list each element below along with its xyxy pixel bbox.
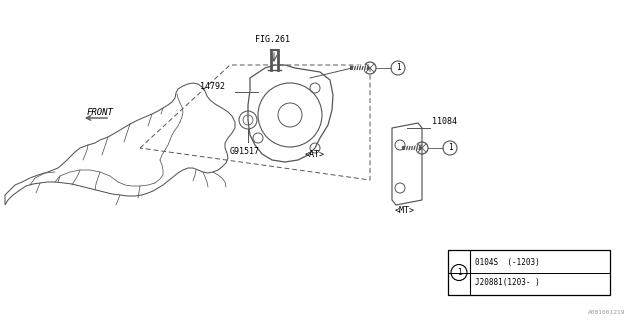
Text: G91517: G91517 (230, 147, 260, 156)
Text: A081001219: A081001219 (588, 310, 625, 315)
Text: J20881(1203- ): J20881(1203- ) (475, 278, 540, 287)
Text: 14792: 14792 (200, 82, 225, 91)
Text: 0104S  (-1203): 0104S (-1203) (475, 258, 540, 267)
Text: <MT>: <MT> (395, 206, 415, 215)
Text: 1: 1 (457, 268, 461, 277)
Text: 1: 1 (448, 143, 452, 153)
Text: 11084: 11084 (432, 117, 457, 126)
Text: 1: 1 (396, 63, 400, 73)
Text: <AT>: <AT> (305, 150, 325, 159)
Text: FIG.261: FIG.261 (255, 35, 290, 44)
Bar (448, 250, 610, 295)
Text: FRONT: FRONT (87, 108, 114, 117)
